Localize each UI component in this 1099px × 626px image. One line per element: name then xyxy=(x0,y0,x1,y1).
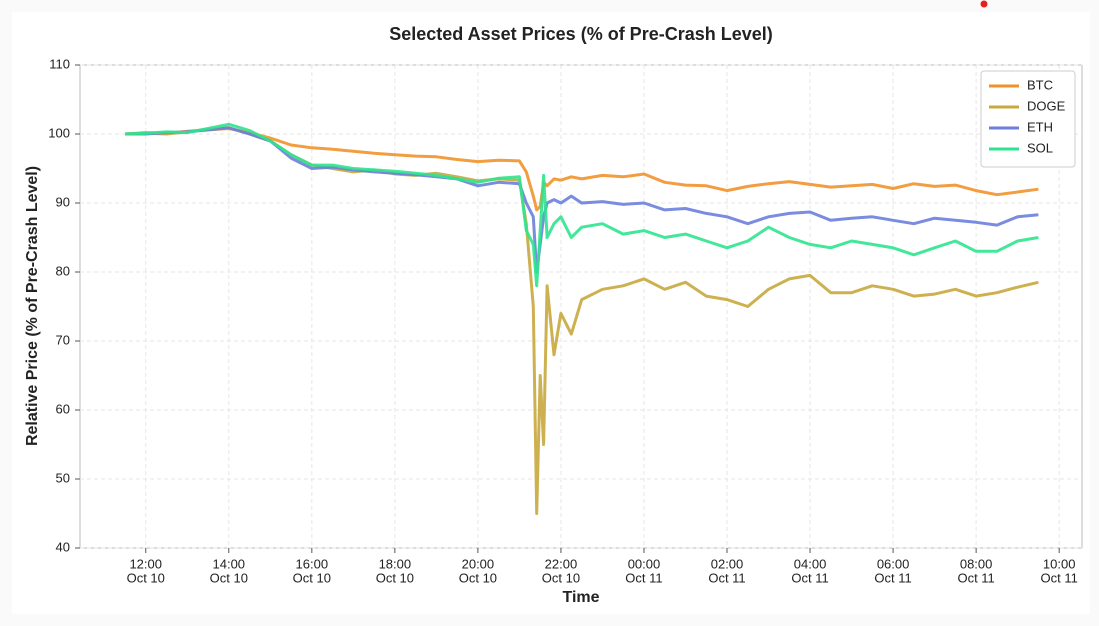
y-tick-label: 80 xyxy=(56,263,70,278)
x-tick-label: Oct 11 xyxy=(874,570,911,585)
x-tick-label: Oct 11 xyxy=(625,570,662,585)
x-tick-label: Oct 10 xyxy=(459,570,497,585)
x-tick-label: Oct 10 xyxy=(210,570,248,585)
x-tick-label: 10:00 xyxy=(1043,556,1076,571)
x-tick-label: Oct 11 xyxy=(791,570,828,585)
x-tick-label: 06:00 xyxy=(877,556,910,571)
x-axis-label: Time xyxy=(562,589,599,606)
y-axis-label: Relative Price (% of Pre-Crash Level) xyxy=(24,166,41,446)
legend-label: BTC xyxy=(1027,77,1053,92)
x-tick-label: 02:00 xyxy=(711,556,744,571)
legend-box xyxy=(980,70,1076,168)
x-tick-label: 00:00 xyxy=(628,556,661,571)
y-tick-label: 90 xyxy=(56,194,70,209)
legend-label: SOL xyxy=(1027,140,1053,155)
chart-title: Selected Asset Prices (% of Pre-Crash Le… xyxy=(389,24,773,44)
y-tick-label: 110 xyxy=(49,56,70,71)
x-tick-label: Oct 10 xyxy=(127,570,165,585)
x-tick-label: 14:00 xyxy=(213,556,246,571)
x-tick-label: 20:00 xyxy=(462,556,495,571)
x-tick-label: Oct 11 xyxy=(1040,570,1077,585)
x-tick-label: Oct 10 xyxy=(376,570,414,585)
x-tick-label: Oct 11 xyxy=(957,570,994,585)
x-tick-label: Oct 10 xyxy=(293,570,331,585)
x-tick-label: Oct 10 xyxy=(542,570,580,585)
legend-label: DOGE xyxy=(1027,98,1066,113)
x-tick-label: 22:00 xyxy=(545,556,578,571)
x-tick-label: 18:00 xyxy=(379,556,412,571)
x-tick-label: 04:00 xyxy=(794,556,827,571)
series-line xyxy=(124,127,1039,212)
y-tick-label: 40 xyxy=(56,539,70,554)
y-tick-label: 60 xyxy=(56,401,70,416)
y-tick-label: 100 xyxy=(48,125,70,140)
series-line xyxy=(124,122,1039,288)
y-tick-label: 70 xyxy=(56,332,70,347)
indicator-dot xyxy=(980,0,988,8)
x-tick-label: 08:00 xyxy=(960,556,993,571)
x-tick-label: 16:00 xyxy=(296,556,329,571)
x-tick-label: Oct 11 xyxy=(708,570,745,585)
y-tick-label: 50 xyxy=(56,470,70,485)
legend-label: ETH xyxy=(1027,119,1053,134)
x-tick-label: 12:00 xyxy=(129,556,162,571)
series-line xyxy=(125,126,1039,274)
